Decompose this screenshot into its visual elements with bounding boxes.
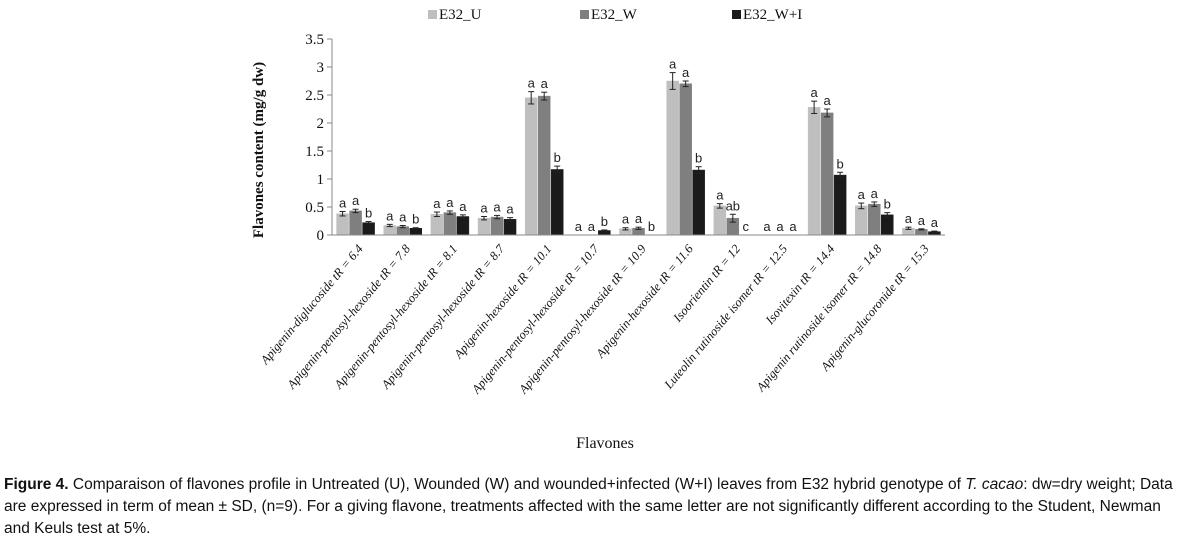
significance-letter: a	[789, 219, 797, 234]
significance-letter: b	[412, 212, 419, 227]
figure-caption: Figure 4. Comparaison of flavones profil…	[4, 474, 1180, 540]
significance-letter: a	[931, 215, 939, 230]
y-tick-label: 2	[317, 116, 325, 132]
bar	[524, 97, 538, 236]
bar	[807, 107, 821, 236]
caption-text: Comparaison of flavones profile in Untre…	[68, 476, 966, 493]
significance-letter: a	[716, 188, 724, 203]
bar	[550, 169, 564, 236]
x-tick-label: Apigenin-hexoside tR = 10.1	[451, 242, 555, 362]
significance-letter: a	[506, 202, 514, 217]
significance-letter: a	[459, 199, 467, 214]
significance-letter: a	[905, 211, 913, 226]
significance-letter: a	[575, 219, 583, 234]
bar	[713, 205, 727, 236]
significance-letter: b	[365, 206, 372, 221]
y-axis-label: Flavones content (mg/g dw)	[251, 62, 267, 238]
significance-letter: a	[635, 211, 643, 226]
significance-letter: b	[648, 219, 655, 234]
significance-letter: c	[743, 219, 750, 234]
significance-letter: a	[446, 195, 454, 210]
bar	[336, 213, 349, 236]
bar	[503, 219, 517, 236]
legend-swatch	[428, 10, 437, 19]
bar	[855, 205, 868, 236]
significance-letter: a	[823, 93, 831, 108]
bar	[490, 216, 504, 236]
bar	[833, 174, 847, 236]
significance-letter: a	[433, 196, 441, 211]
legend-swatch	[580, 10, 589, 19]
bar	[868, 203, 881, 236]
caption-text-2: : dw=dry weight; Data are expressed in t…	[4, 476, 1173, 537]
significance-letter: b	[695, 151, 702, 166]
legend-swatch	[732, 10, 741, 19]
significance-letter: a	[493, 199, 501, 214]
bar	[362, 222, 375, 236]
significance-letter: a	[588, 219, 596, 234]
significance-letter: a	[669, 57, 677, 72]
significance-letter: a	[871, 186, 879, 201]
significance-letter: b	[884, 197, 891, 212]
significance-letter: a	[918, 213, 926, 228]
bar	[820, 112, 834, 236]
legend: E32_U E32_W E32_W+I	[428, 7, 802, 23]
significance-letter: b	[554, 150, 561, 165]
y-tick-label: 2.5	[305, 88, 324, 104]
bar	[692, 169, 705, 236]
y-axis: 0 0.5 1 1.5 2 2.5 3 3.5	[305, 32, 333, 244]
legend-label: E32_W+I	[743, 7, 802, 23]
bar	[881, 214, 894, 236]
y-tick-label: 1.5	[305, 144, 324, 160]
caption-label: Figure 4.	[4, 476, 69, 493]
significance-letter: a	[622, 212, 630, 227]
significance-letter: a	[541, 76, 549, 91]
significance-letter: a	[858, 187, 866, 202]
y-tick-label: 3.5	[305, 32, 324, 48]
x-axis: Apigenin-diglucoside tR = 6.4Apigenin-pe…	[257, 234, 945, 397]
significance-letter: a	[776, 219, 784, 234]
bar	[477, 217, 491, 236]
significance-letter: a	[480, 201, 488, 216]
significance-letter: b	[601, 214, 608, 229]
y-tick-label: 3	[317, 60, 325, 76]
significance-letter: ab	[726, 198, 740, 213]
x-tick-label: Apigenin-hexoside tR = 11.6	[593, 241, 697, 361]
bar	[456, 216, 470, 236]
y-tick-label: 1	[317, 172, 325, 188]
significance-letter: a	[763, 219, 771, 234]
legend-label: E32_U	[439, 7, 482, 23]
y-tick-label: 0.5	[305, 200, 324, 216]
caption-species: T. cacao	[965, 476, 1024, 493]
significance-letter: a	[339, 195, 347, 210]
significance-letter: a	[399, 209, 407, 224]
legend-label: E32_W	[591, 7, 638, 23]
bar	[537, 95, 551, 236]
bar-chart: E32_U E32_W E32_W+I 00.511.522.533.5 a ab a a…	[251, 7, 945, 452]
bar	[679, 83, 692, 236]
y-tick-label: 0	[317, 228, 325, 244]
x-axis-label: Flavones	[576, 435, 634, 452]
significance-letter: a	[528, 76, 536, 91]
significance-letter: a	[386, 208, 394, 223]
bar	[430, 214, 444, 236]
bar	[349, 210, 362, 236]
significance-letter: a	[682, 65, 690, 80]
bar	[443, 212, 457, 236]
significance-letter: a	[352, 193, 360, 208]
bar	[666, 80, 679, 236]
significance-letter: a	[810, 85, 818, 100]
significance-letter: b	[836, 156, 843, 171]
